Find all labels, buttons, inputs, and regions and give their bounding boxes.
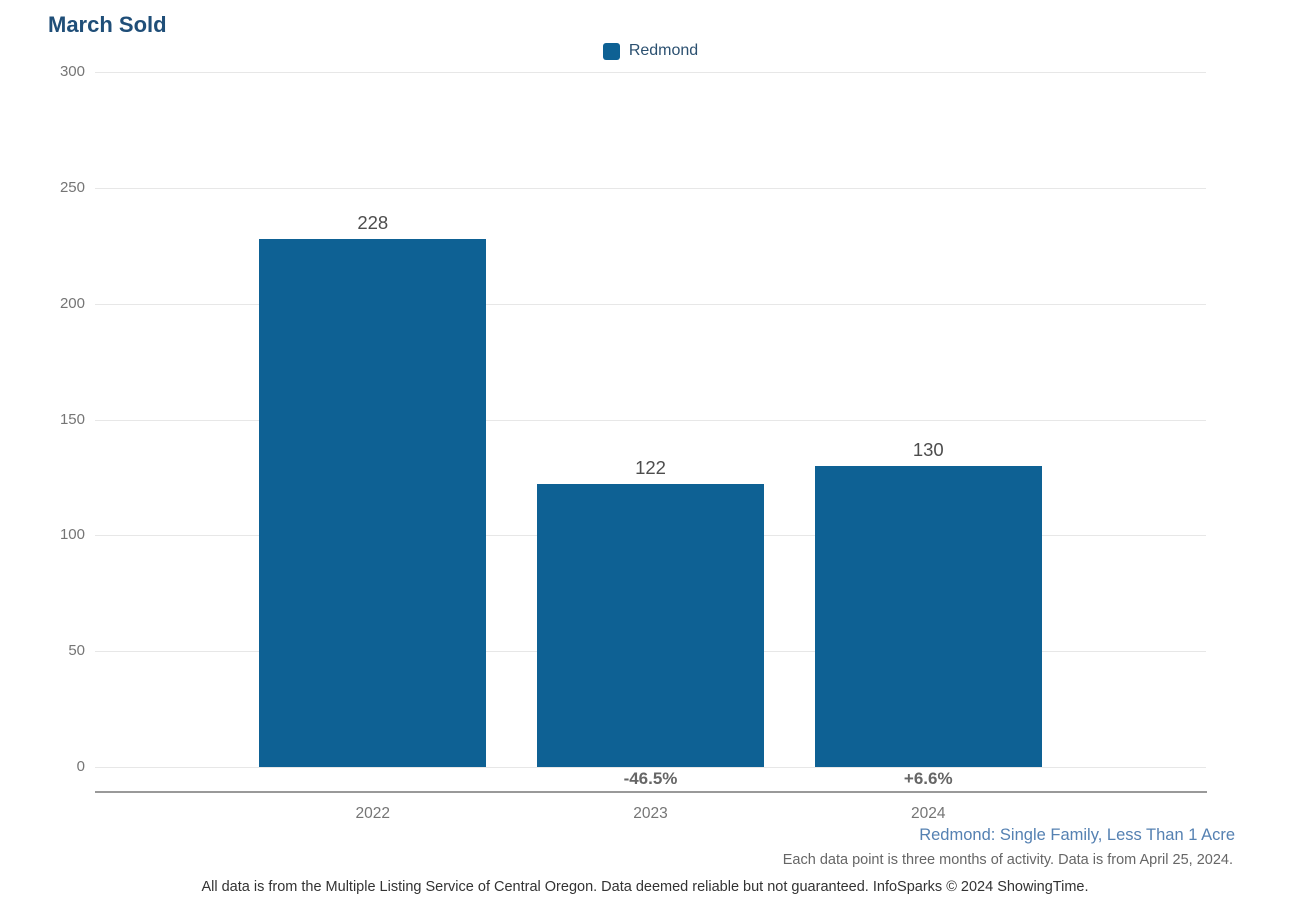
legend: Redmond	[95, 42, 1206, 60]
bar-2024[interactable]	[814, 465, 1042, 767]
footnote-data-period: Each data point is three months of activ…	[782, 852, 1233, 868]
y-tick-label-250: 250	[59, 178, 85, 196]
x-tick-label-2024: 2024	[911, 805, 946, 822]
bar-value-label-2023: 122	[635, 457, 666, 479]
bar-value-label-2024: 130	[912, 438, 944, 460]
bar-2023[interactable]	[537, 484, 764, 767]
legend-swatch-redmond[interactable]	[602, 42, 620, 60]
y-tick-label-150: 150	[59, 410, 85, 428]
change-label-2024: +6.6%	[903, 769, 953, 788]
y-tick-label-100: 100	[59, 526, 85, 544]
gridline-200	[95, 303, 1206, 305]
y-tick-label-200: 200	[59, 294, 85, 312]
bar-value-label-2022: 228	[357, 211, 389, 233]
segment-description[interactable]: Redmond: Single Family, Less Than 1 Acre	[919, 826, 1235, 844]
y-tick-label-50: 50	[68, 642, 85, 660]
gridline-150	[95, 419, 1206, 421]
legend-label-redmond[interactable]: Redmond	[628, 42, 699, 59]
x-tick-label-2023: 2023	[633, 805, 668, 822]
chart-title: March Sold	[48, 12, 167, 37]
gridline-0	[95, 767, 1206, 768]
bar-2022[interactable]	[259, 238, 487, 767]
x-tick-label-2022: 2022	[355, 805, 390, 822]
footnote-disclaimer: All data is from the Multiple Listing Se…	[201, 879, 1089, 895]
gridline-250	[95, 187, 1206, 189]
x-axis-line	[95, 791, 1207, 793]
change-label-2023: -46.5%	[623, 769, 678, 788]
gridline-300	[95, 72, 1206, 73]
y-tick-label-300: 300	[59, 63, 85, 80]
y-tick-label-0: 0	[76, 758, 85, 775]
